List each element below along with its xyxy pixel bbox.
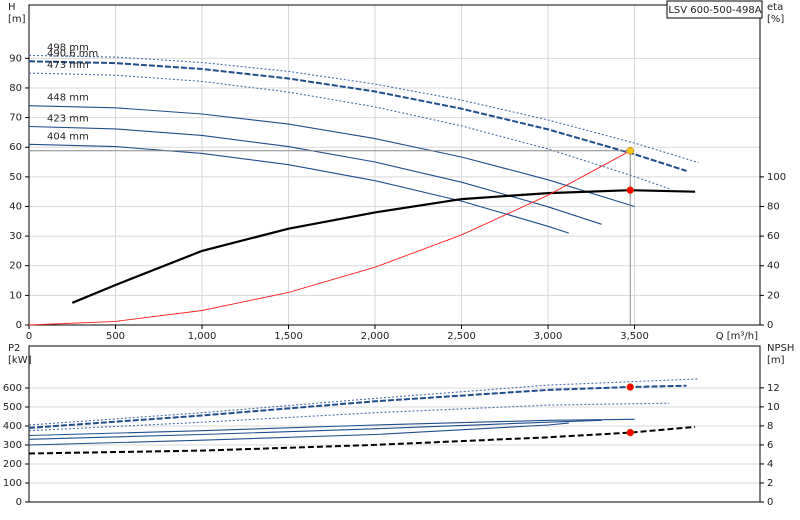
y2-tick-label: 0 [767,497,773,508]
y2-axis-label: NPSH [767,343,794,354]
x-tick-label: 3,500 [620,331,649,342]
y2-tick-label: 10 [767,402,780,413]
x-tick-label: 1,000 [188,331,217,342]
chart-title: LSV 600-500-498A [668,5,761,16]
curve-label: 498 mm [47,42,89,53]
x-tick-label: 2,000 [361,331,390,342]
curve [28,422,569,446]
curve [28,419,602,440]
y-tick-label: 60 [9,142,22,153]
x-tick-label: 2,500 [447,331,476,342]
y2-tick-label: 6 [767,440,773,451]
y-tick-label: 50 [9,172,22,183]
y-axis-label: [kW] [8,355,32,366]
y-tick-label: 80 [9,83,22,94]
x-tick-label: 0 [26,331,32,342]
y-axis-label: [m] [8,14,26,25]
y2-tick-label: 4 [767,459,773,470]
plot-frame [28,4,761,326]
y-tick-label: 10 [9,290,22,301]
x-axis-label: Q [m³/h] [716,331,758,342]
operating-point [626,383,634,391]
y-tick-label: 400 [3,421,22,432]
y2-tick-label: 40 [767,261,780,272]
curve [71,189,696,304]
curve-label: 490.6 mm [47,48,98,59]
x-tick-label: 500 [106,331,125,342]
x-tick-label: 1,500 [274,331,303,342]
curve [28,72,670,190]
y2-tick-label: 100 [767,172,786,183]
y-tick-label: 100 [3,478,22,489]
y-tick-label: 70 [9,113,22,124]
y-tick-label: 200 [3,459,22,470]
curve [28,402,670,432]
curve [28,150,631,326]
y2-tick-label: 8 [767,421,773,432]
y2-axis-label: eta [767,2,783,13]
operating-point [626,147,634,155]
operating-point [626,186,634,194]
curve [28,384,687,429]
curve [28,125,602,225]
y-tick-label: 0 [16,497,22,508]
y-tick-label: 30 [9,231,22,242]
y2-axis-label: [m] [767,355,785,366]
curve-label: 448 mm [47,93,89,104]
title-box [666,0,763,19]
y-tick-label: 40 [9,201,22,212]
y2-tick-label: 2 [767,478,773,489]
curve [28,418,635,437]
y-tick-label: 90 [9,53,22,64]
y-axis-label: H [8,2,16,13]
curve-label: 404 mm [47,131,89,142]
curve [28,54,699,164]
y2-tick-label: 0 [767,320,773,331]
plot-frame [28,345,761,503]
y-tick-label: 20 [9,261,22,272]
y-tick-label: 300 [3,440,22,451]
curve-label: 423 mm [47,113,89,124]
y2-tick-label: 12 [767,383,780,394]
y-axis-label: P2 [8,343,20,354]
y2-tick-label: 80 [767,201,780,212]
operating-point [626,428,634,437]
curve [28,105,635,208]
y2-axis-label: [%] [767,14,784,25]
y2-tick-label: 20 [767,290,780,301]
curve-label: 473 mm [47,60,89,71]
y-tick-label: 0 [16,320,22,331]
y-tick-label: 500 [3,402,22,413]
x-tick-label: 3,000 [534,331,563,342]
curve [28,425,696,455]
curve [28,143,569,234]
y2-tick-label: 60 [767,231,780,242]
curve [28,60,687,172]
y-tick-label: 600 [3,383,22,394]
